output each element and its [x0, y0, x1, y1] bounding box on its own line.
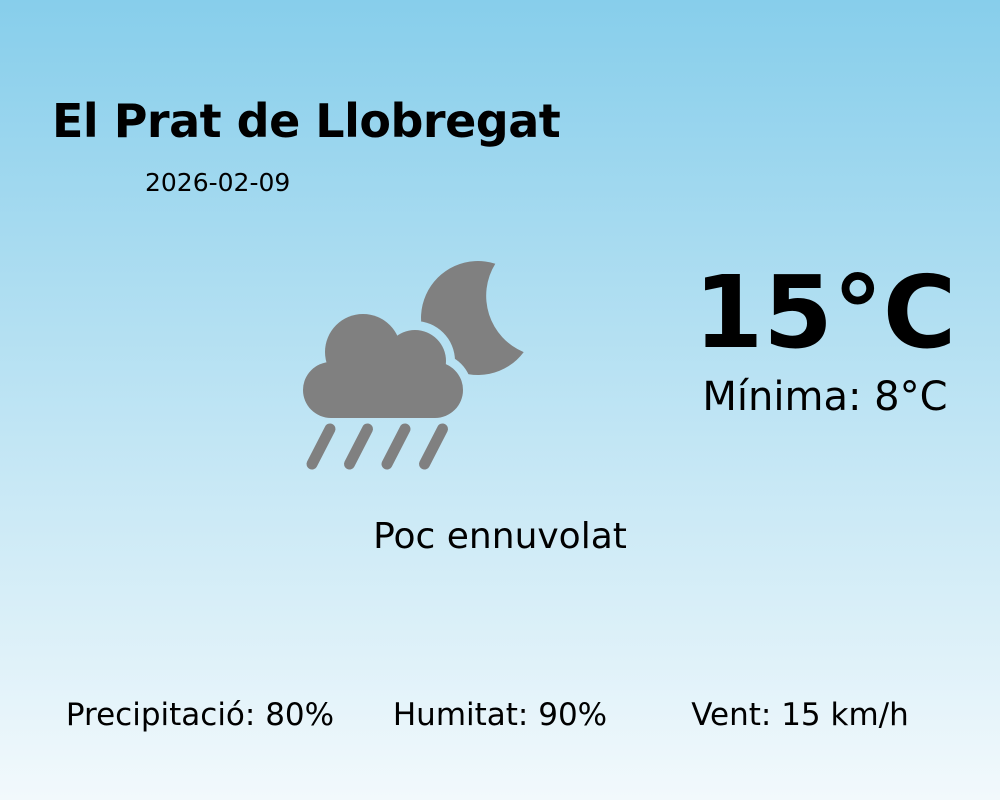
cloud-icon — [303, 314, 463, 418]
stat-humidity: Humitat: 90% — [392, 697, 608, 733]
temperature-value: 15°C — [693, 254, 957, 371]
temperature-block: 15°C Mínima: 8°C — [650, 254, 1000, 420]
cloud-moon-rain-icon — [303, 261, 524, 470]
stat-wind: Vent: 15 km/h — [691, 697, 909, 733]
moon-icon — [421, 261, 524, 376]
stat-precipitation: Precipitació: 80% — [65, 697, 335, 733]
date-label: 2026-02-09 — [145, 168, 291, 197]
rain-icon — [306, 423, 448, 470]
minimum-temperature-label: Mínima: 8°C — [702, 374, 948, 420]
condition-label: Poc ennuvolat — [373, 516, 627, 557]
stats-row: Precipitació: 80% Humitat: 90% Vent: 15 … — [0, 697, 1000, 741]
location-title: El Prat de Llobregat — [52, 94, 561, 148]
